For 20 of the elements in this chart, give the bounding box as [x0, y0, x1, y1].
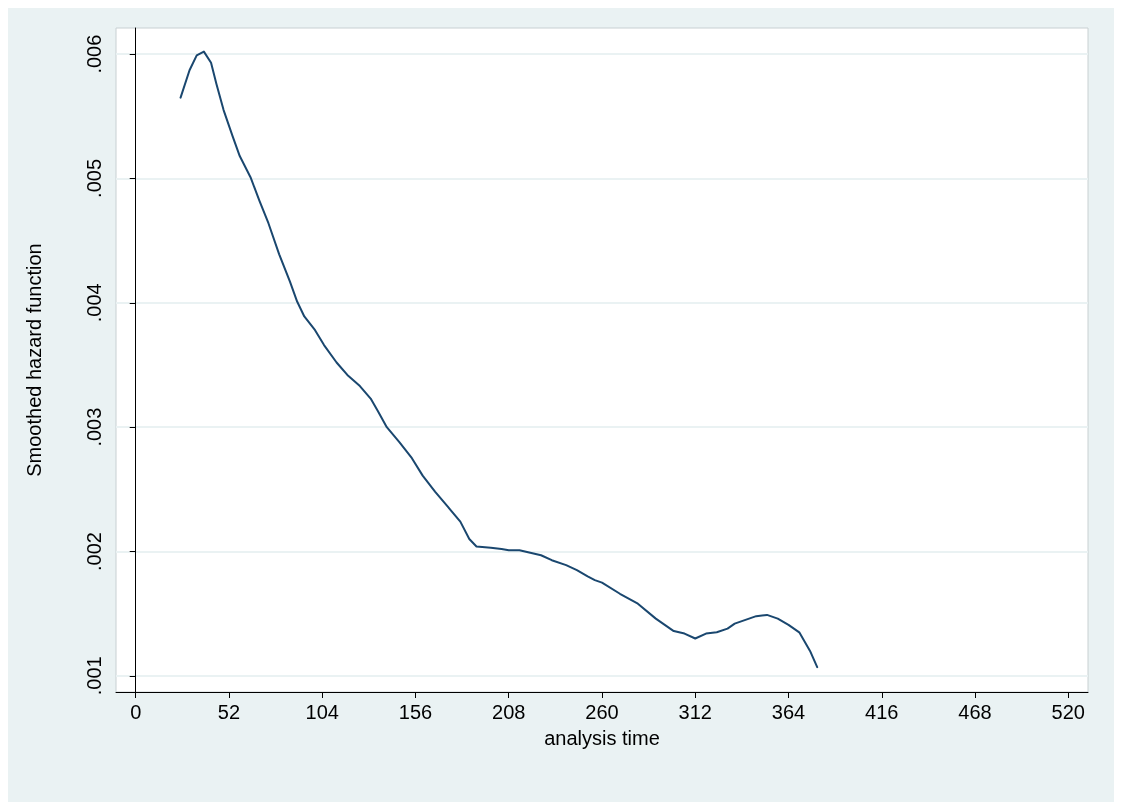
x-tick-label: 0 — [130, 701, 142, 723]
x-tick-label: 208 — [492, 701, 526, 723]
y-tick-label: .005 — [83, 158, 105, 198]
x-tick-label: 260 — [585, 701, 619, 723]
line-series — [179, 50, 819, 669]
x-axis-title: analysis time — [544, 727, 660, 749]
x-tick-label: 468 — [958, 701, 992, 723]
x-tick-label: 364 — [771, 701, 806, 723]
y-tick-label: .003 — [83, 407, 105, 447]
x-tick-label: 104 — [305, 701, 339, 723]
y-tick-label: .006 — [83, 34, 105, 74]
x-tick-label: 520 — [1051, 701, 1085, 723]
x-tick-label: 52 — [217, 701, 241, 723]
y-tick-label: .002 — [83, 532, 105, 571]
x-tick-label: 156 — [398, 701, 433, 723]
y-tick-label: .001 — [83, 656, 105, 696]
y-tick-label: .004 — [83, 283, 105, 323]
x-tick-label: 312 — [678, 701, 712, 723]
x-tick-label: 416 — [865, 701, 899, 723]
y-axis-title: Smoothed hazard function — [23, 243, 45, 477]
